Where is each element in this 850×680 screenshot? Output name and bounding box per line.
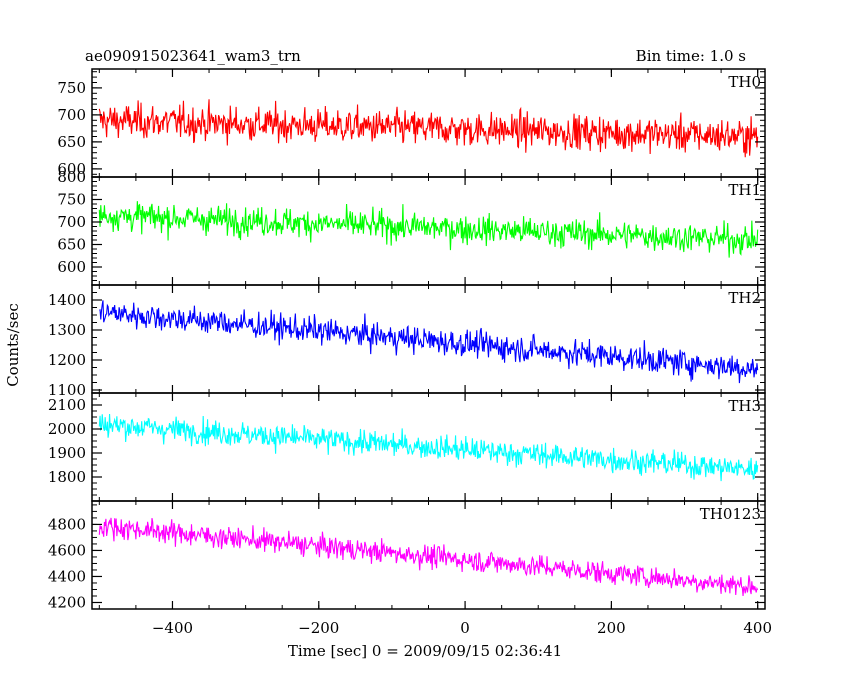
bin-time-label: Bin time: 1.0 s	[636, 47, 746, 65]
x-tick-label: −400	[152, 619, 193, 637]
series-label-th1: TH1	[728, 181, 761, 199]
chart-title: ae090915023641_wam3_trn	[85, 47, 301, 65]
x-tick-label: 0	[460, 619, 470, 637]
series-label-th0: TH0	[728, 73, 761, 91]
y-tick-label: 4200	[48, 593, 86, 611]
y-tick-label: 600	[57, 258, 86, 276]
y-tick-label: 650	[57, 236, 86, 254]
series-label-th2: TH2	[728, 289, 761, 307]
y-tick-label: 2000	[48, 420, 86, 438]
y-tick-label: 1200	[48, 351, 86, 369]
x-axis-label: Time [sec] 0 = 2009/09/15 02:36:41	[288, 642, 562, 660]
x-tick-label: 400	[743, 619, 772, 637]
y-tick-label: 1800	[48, 468, 86, 486]
x-tick-label: −200	[298, 619, 339, 637]
y-tick-label: 800	[57, 168, 86, 186]
y-tick-label: 600	[57, 160, 86, 178]
y-tick-label: 1400	[48, 291, 86, 309]
y-tick-label: 1100	[48, 381, 86, 399]
y-tick-label: 1900	[48, 444, 86, 462]
series-line-th0	[98, 99, 759, 158]
series-label-th0123: TH0123	[700, 505, 761, 523]
y-tick-label: 4800	[48, 515, 86, 533]
y-tick-label: 4400	[48, 567, 86, 585]
panel-frame-th1	[91, 176, 766, 286]
panels-group: 600 650 700 750 TH0 600 650 700 750 800 TH1 1100 120…	[48, 68, 772, 637]
series-line-th3	[98, 413, 759, 482]
y-tick-label: 750	[57, 191, 86, 209]
series-line-th0123	[98, 517, 759, 597]
series-label-th3: TH3	[728, 397, 761, 415]
y-tick-label: 2100	[48, 396, 86, 414]
y-tick-label: 1300	[48, 321, 86, 339]
x-tick-label: 200	[597, 619, 626, 637]
y-tick-label: 700	[57, 213, 86, 231]
y-tick-label: 650	[57, 133, 86, 151]
y-tick-label: 4600	[48, 541, 86, 559]
y-tick-label: 700	[57, 106, 86, 124]
series-line-th1	[98, 201, 759, 258]
y-tick-label: 750	[57, 79, 86, 97]
y-axis-label: Counts/sec	[4, 303, 22, 387]
series-line-th2	[99, 300, 759, 384]
